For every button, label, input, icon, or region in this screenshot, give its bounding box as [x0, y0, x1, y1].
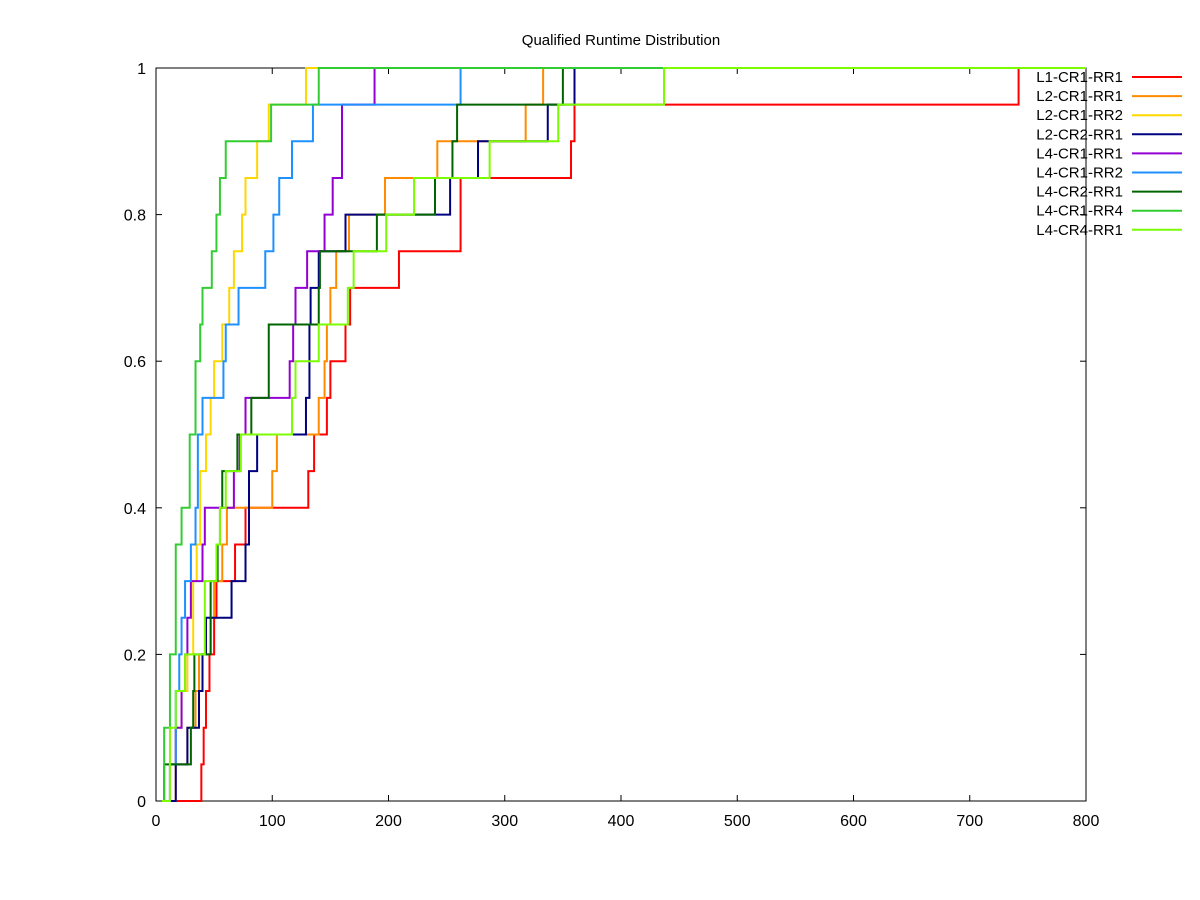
series-line-l4-cr1-rr4 — [161, 67, 1086, 802]
legend-label: L4-CR1-RR1 — [1036, 145, 1123, 162]
x-tick-label: 200 — [375, 813, 402, 830]
axis-tick-labels: 0 100 200 300 400 500 600 700 800 0 0.2 0.4 0.6 0.8 1 — [124, 61, 1100, 830]
legend-label: L4-CR2-RR1 — [1036, 184, 1123, 201]
y-tick-label: 1 — [137, 61, 146, 78]
x-tick-label: 100 — [259, 813, 286, 830]
x-tick-label: 400 — [608, 813, 635, 830]
series-lines — [161, 67, 1086, 802]
x-tick-label: 800 — [1073, 813, 1100, 830]
series-line-l4-cr1-rr2 — [161, 67, 1086, 802]
legend-label: L2-CR1-RR2 — [1036, 107, 1123, 124]
legend-label: L1-CR1-RR1 — [1036, 69, 1123, 86]
legend-label: L2-CR2-RR1 — [1036, 126, 1123, 143]
y-tick-label: 0.4 — [124, 501, 146, 518]
legend-label: L4-CR1-RR4 — [1036, 203, 1123, 220]
series-line-l2-cr2-rr1 — [161, 67, 1086, 802]
chart-title: Qualified Runtime Distribution — [522, 32, 720, 49]
x-tick-label: 0 — [152, 813, 161, 830]
legend-label: L4-CR4-RR1 — [1036, 222, 1123, 239]
y-tick-label: 0.8 — [124, 208, 146, 225]
legend-label: L4-CR1-RR2 — [1036, 165, 1123, 182]
x-tick-label: 700 — [956, 813, 983, 830]
series-line-l4-cr4-rr1 — [161, 67, 1086, 802]
legend: L1-CR1-RR1 L2-CR1-RR1 L2-CR1-RR2 L2-CR2-RR1… — [1036, 69, 1182, 239]
y-tick-label: 0 — [137, 794, 146, 811]
x-tick-label: 500 — [724, 813, 751, 830]
x-tick-label: 300 — [491, 813, 518, 830]
y-tick-label: 0.2 — [124, 647, 146, 664]
legend-label: L2-CR1-RR1 — [1036, 88, 1123, 105]
x-tick-label: 600 — [840, 813, 867, 830]
y-tick-label: 0.6 — [124, 354, 146, 371]
